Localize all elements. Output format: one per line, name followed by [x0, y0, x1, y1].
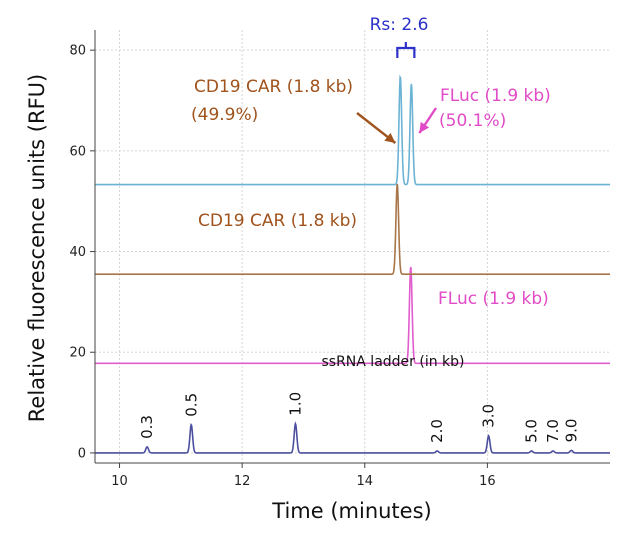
x-tick-label: 14 [356, 474, 373, 489]
y-tick-label: 80 [69, 44, 86, 59]
mix-car-peak-name: CD19 CAR (1.8 kb) [194, 77, 353, 97]
traces [95, 74, 610, 454]
y-tick-label: 40 [69, 245, 86, 260]
gridlines [95, 30, 610, 463]
y-axis-title: Relative fluorescence units (RFU) [25, 74, 49, 422]
trace-line-3 [95, 74, 610, 186]
trace-line-0 [95, 421, 610, 454]
ladder-peak-label: 0.5 [182, 393, 200, 417]
fluc-peak-arrow-head [419, 121, 430, 133]
y-tick-label: 60 [69, 144, 86, 159]
ladder-peak-label: 9.0 [562, 419, 580, 443]
mix-fluc-peak-name: FLuc (1.9 kb) [440, 86, 551, 106]
ladder-peak-label: 0.3 [138, 415, 156, 439]
y-tick-label: 0 [78, 446, 86, 461]
mix-car-peak-percent: (49.9%) [191, 105, 258, 125]
plot-area [95, 30, 610, 463]
fluc-trace-label: FLuc (1.9 kb) [438, 289, 549, 309]
annotations: 0.3 0.5 1.0 2.0 3.0 5.0 7.0 9.0 [138, 42, 580, 443]
car-trace-label: CD19 CAR (1.8 kb) [198, 211, 357, 231]
x-tick-label: 10 [111, 474, 128, 489]
x-axis-title: Time (minutes) [271, 499, 431, 523]
axes: 10 12 14 16 0 20 40 60 80 [69, 30, 610, 489]
car-peak-arrow-head [384, 132, 396, 143]
ladder-peak-label: 1.0 [286, 392, 304, 416]
resolution-label: Rs: 2.6 [370, 15, 429, 35]
ladder-peak-label: 7.0 [544, 419, 562, 443]
ladder-trace-label: ssRNA ladder (in kb) [321, 354, 464, 370]
trace-line-1 [95, 266, 610, 365]
x-tick-label: 12 [234, 474, 251, 489]
ladder-peak-label: 2.0 [428, 419, 446, 443]
y-tick-label: 20 [69, 346, 86, 361]
x-tick-label: 16 [479, 474, 496, 489]
mix-fluc-peak-percent: (50.1%) [439, 111, 506, 131]
ladder-peak-label: 3.0 [480, 404, 498, 428]
trace-line-2 [95, 183, 610, 275]
ladder-peak-label: 5.0 [523, 419, 541, 443]
